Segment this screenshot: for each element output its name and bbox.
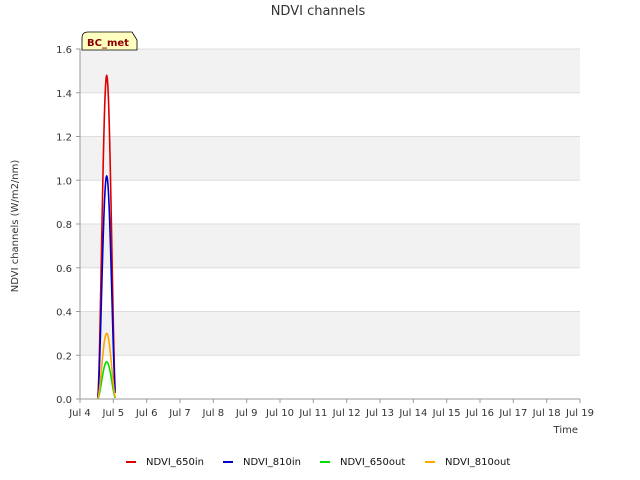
y-tick-label: 1.4 — [56, 89, 72, 100]
legend: NDVI_650in NDVI_810in NDVI_650out NDVI_810o… — [126, 457, 510, 468]
band-6 — [80, 92, 580, 137]
series-line-NDVI_810in — [96, 175, 116, 400]
x-tick-label: Jul 5 — [102, 408, 125, 419]
legend-label-NDVI_650out: NDVI_650out — [340, 457, 405, 468]
x-tick-label: Jul 6 — [135, 408, 158, 419]
station-badge: BC_met — [81, 31, 138, 51]
x-tick-label: Jul 12 — [332, 408, 361, 419]
series-line-NDVI_650in — [96, 74, 116, 400]
series-line-NDVI_810out — [96, 332, 116, 400]
y-tick-label: 0.4 — [56, 308, 72, 319]
legend-label-NDVI_810in: NDVI_810in — [243, 457, 301, 468]
band-1 — [80, 311, 580, 356]
y-tick-label: 0.2 — [56, 351, 72, 362]
band-5 — [80, 136, 580, 181]
x-tick-label: Jul 8 — [202, 408, 225, 419]
y-tick-label: 1.2 — [56, 133, 72, 144]
series-lines — [96, 74, 116, 400]
station-badge-label: BC_met — [87, 38, 129, 49]
x-tick-label: Jul 18 — [532, 408, 561, 419]
y-tick-label: 1.6 — [56, 45, 72, 56]
y-tick-label: 0.8 — [56, 220, 72, 231]
x-tick-label: Jul 17 — [498, 408, 527, 419]
x-tick-label: Jul 7 — [168, 408, 191, 419]
band-2 — [80, 267, 580, 312]
legend-label-NDVI_650in: NDVI_650in — [146, 457, 204, 468]
x-tick-label: Jul 11 — [298, 408, 327, 419]
band-3 — [80, 224, 580, 268]
y-axis-ticks: 0.0 0.2 0.4 0.6 0.8 1.0 1.2 1.4 1.6 — [56, 45, 80, 406]
band-0 — [80, 355, 580, 399]
x-axis-ticks: Jul 4 Jul 5 Jul 6 Jul 7 Jul 8 Jul 9 Jul 10 Jul … — [68, 399, 594, 419]
x-tick-label: Jul 9 — [235, 408, 258, 419]
chart-title: NDVI channels — [271, 4, 366, 19]
legend-label-NDVI_810out: NDVI_810out — [445, 457, 510, 468]
y-axis-title: NDVI channels (W/m2/nm) — [10, 160, 21, 293]
x-axis-title: Time — [553, 425, 578, 436]
x-tick-label: Jul 4 — [68, 408, 91, 419]
series-line-NDVI_650out — [97, 361, 116, 400]
background-bands — [80, 49, 580, 399]
x-tick-label: Jul 16 — [465, 408, 494, 419]
band-4 — [80, 180, 580, 224]
y-tick-label: 1.0 — [56, 176, 72, 187]
x-tick-label: Jul 14 — [398, 408, 427, 419]
band-7 — [80, 49, 580, 93]
x-tick-label: Jul 10 — [265, 408, 294, 419]
x-tick-label: Jul 19 — [565, 408, 594, 419]
x-tick-label: Jul 13 — [365, 408, 394, 419]
y-tick-label: 0.6 — [56, 264, 72, 275]
y-tick-label: 0.0 — [56, 395, 72, 406]
x-tick-label: Jul 15 — [432, 408, 461, 419]
